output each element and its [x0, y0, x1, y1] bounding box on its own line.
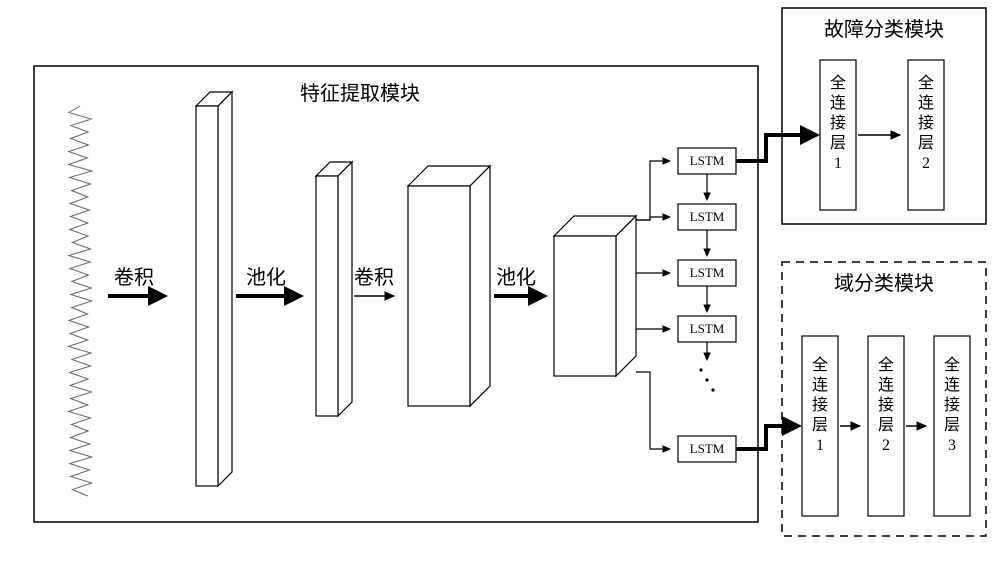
conv1-block [196, 92, 232, 486]
feature-module-title: 特征提取模块 [300, 82, 420, 105]
pool2-block [554, 216, 636, 376]
ellipsis-dot [699, 368, 702, 371]
label-pool1: 池化 [246, 266, 286, 289]
ellipsis-dot [711, 388, 714, 391]
diagram-canvas: 特征提取模块 卷积 池化 卷积 池化 LSTMLSTMLSTMLSTMLSTM … [0, 0, 1000, 561]
lstm-label: LSTM [690, 321, 725, 336]
label-pool2: 池化 [496, 266, 536, 289]
fanout-lines [636, 161, 670, 449]
ellipsis-dot [705, 378, 708, 381]
label-conv2: 卷积 [354, 266, 394, 289]
input-signal [68, 106, 91, 496]
domain-module-title: 域分类模块 [834, 272, 934, 295]
label-conv1: 卷积 [114, 266, 154, 289]
lstm-label: LSTM [690, 209, 725, 224]
route-to-domain [736, 426, 794, 449]
fault-module-title: 故障分类模块 [824, 18, 944, 41]
lstm-ellipsis [699, 368, 714, 391]
lstm-label: LSTM [690, 441, 725, 456]
route-to-fault [736, 135, 812, 161]
conv2-block [408, 166, 490, 406]
lstm-label: LSTM [690, 153, 725, 168]
lstm-label: LSTM [690, 265, 725, 280]
fc-domain-boxes: 全连接层1全连接层2全连接层3 [802, 336, 970, 516]
pool1-block [316, 162, 352, 416]
